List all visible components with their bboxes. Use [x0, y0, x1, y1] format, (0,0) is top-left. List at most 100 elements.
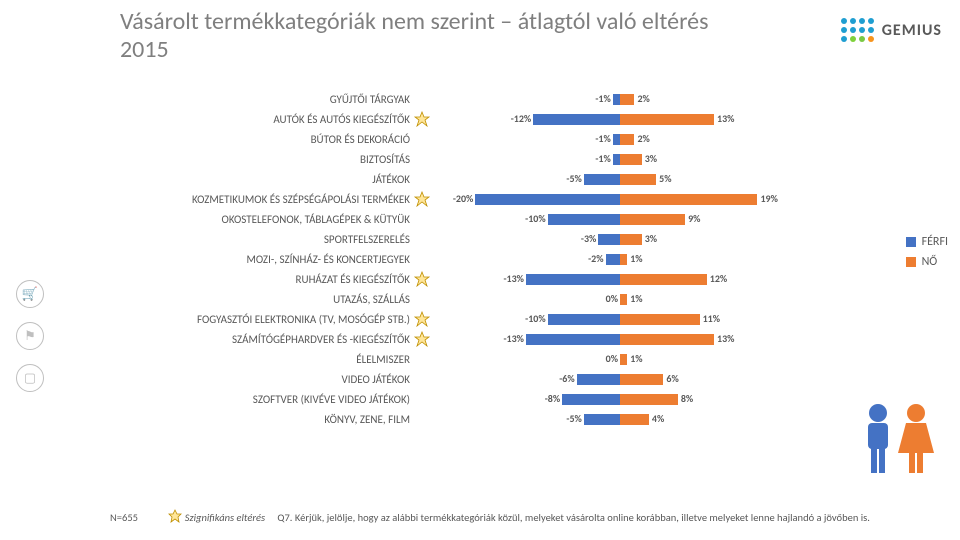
value-label-female: 11% — [703, 312, 720, 325]
value-label-male: -13% — [503, 332, 524, 345]
bar-zone: -13% 13% — [440, 330, 780, 350]
sample-size: N=655 — [110, 511, 138, 524]
bar-female — [620, 114, 714, 125]
left-icon-rail: 🛒 ⚑ ▢ — [16, 280, 44, 392]
logo-dots — [841, 18, 874, 42]
category-label: OKOSTELEFONOK, TÁBLAGÉPEK & KÜTYÜK — [110, 213, 410, 226]
bar-female — [620, 414, 649, 425]
category-label: RUHÁZAT ÉS KIEGÉSZÍTŐK — [110, 273, 410, 286]
chart-row: GYŰJTŐI TÁRGYAK-1%2% — [110, 90, 870, 110]
bar-female — [620, 334, 714, 345]
bar-female — [620, 394, 678, 405]
star-icon — [168, 509, 182, 523]
category-label: KOZMETIKUMOK ÉS SZÉPSÉGÁPOLÁSI TERMÉKEK — [110, 193, 410, 206]
value-label-female: 3% — [645, 232, 657, 245]
bar-female — [620, 234, 642, 245]
chart-row: SZÁMÍTÓGÉPHARDVER ÉS -KIEGÉSZÍTŐK -13% 13% — [110, 330, 870, 350]
value-label-male: -20% — [453, 192, 474, 205]
bar-male — [606, 254, 620, 265]
cart-icon: 🛒 — [16, 280, 44, 308]
value-label-female: 5% — [659, 172, 671, 185]
value-label-female: 6% — [666, 372, 678, 385]
value-label-female: 8% — [681, 392, 693, 405]
slide-title: Vásárolt termékkategóriák nem szerint – … — [120, 8, 708, 63]
bar-female — [620, 134, 634, 145]
value-label-female: 13% — [717, 332, 734, 345]
chart-row: AUTÓK ÉS AUTÓS KIEGÉSZÍTŐK -12%13% — [110, 110, 870, 130]
people-silhouette-icon — [854, 401, 942, 484]
bar-male — [526, 274, 620, 285]
value-label-male: -3% — [581, 232, 596, 245]
bar-female — [620, 354, 627, 365]
category-label: AUTÓK ÉS AUTÓS KIEGÉSZÍTŐK — [110, 113, 410, 126]
legend-male: FÉRFI — [906, 235, 948, 249]
bar-male — [526, 334, 620, 345]
bar-male — [613, 94, 620, 105]
bar-male — [475, 194, 620, 205]
category-label: UTAZÁS, SZÁLLÁS — [110, 293, 410, 306]
bar-male — [548, 314, 620, 325]
value-label-female: 3% — [645, 152, 657, 165]
bar-female — [620, 374, 663, 385]
chart-row: BÚTOR ÉS DEKORÁCIÓ-1%2% — [110, 130, 870, 150]
category-label: SZÁMÍTÓGÉPHARDVER ÉS -KIEGÉSZÍTŐK — [110, 333, 410, 346]
chart-row: KÖNYV, ZENE, FILM -5% 4% — [110, 410, 870, 430]
bar-zone: -1% 2% — [440, 130, 780, 150]
significance-star-icon — [414, 311, 430, 327]
chart-row: KOZMETIKUMOK ÉS SZÉPSÉGÁPOLÁSI TERMÉKEK -… — [110, 190, 870, 210]
value-label-male: -8% — [545, 392, 560, 405]
logo-text: GEMIUS — [882, 21, 942, 40]
category-label: GYŰJTŐI TÁRGYAK — [110, 93, 410, 106]
value-label-female: 1% — [630, 292, 642, 305]
bar-male — [533, 114, 620, 125]
bar-female — [620, 294, 627, 305]
legend-label-male: FÉRFI — [922, 235, 948, 249]
bar-male — [577, 374, 620, 385]
value-label-male: -5% — [566, 412, 581, 425]
value-label-male: -1% — [595, 152, 610, 165]
bar-male — [548, 214, 620, 225]
legend-label-female: NŐ — [922, 255, 938, 269]
bar-zone: -1% 3% — [440, 150, 780, 170]
value-label-male: -5% — [566, 172, 581, 185]
value-label-male: 0% — [606, 352, 618, 365]
chart-row: BIZTOSÍTÁS-1%3% — [110, 150, 870, 170]
mobile-icon: ▢ — [16, 364, 44, 392]
legend-swatch-female — [906, 257, 916, 267]
value-label-male: -6% — [559, 372, 574, 385]
bar-zone: 0%1% — [440, 290, 780, 310]
bar-zone: -10% 9% — [440, 210, 780, 230]
value-label-male: -10% — [525, 212, 546, 225]
bar-zone: -2%1% — [440, 250, 780, 270]
bar-zone: -8% 8% — [440, 390, 780, 410]
bar-male — [584, 414, 620, 425]
chart-row: MOZI-, SZÍNHÁZ- ÉS KONCERTJEGYEK -2%1% — [110, 250, 870, 270]
bar-female — [620, 214, 685, 225]
significance-star-icon — [414, 271, 430, 287]
value-label-male: -10% — [525, 312, 546, 325]
value-label-female: 19% — [760, 192, 777, 205]
chart-row: OKOSTELEFONOK, TÁBLAGÉPEK & KÜTYÜK -10% 9% — [110, 210, 870, 230]
significance-star-icon — [414, 111, 430, 127]
bar-zone: -10% 11% — [440, 310, 780, 330]
bar-zone: -5% 5% — [440, 170, 780, 190]
value-label-male: -1% — [595, 132, 610, 145]
bar-male — [598, 234, 620, 245]
category-label: KÖNYV, ZENE, FILM — [110, 413, 410, 426]
value-label-female: 1% — [630, 252, 642, 265]
category-label: MOZI-, SZÍNHÁZ- ÉS KONCERTJEGYEK — [110, 253, 410, 266]
bar-zone: -12%13% — [440, 110, 780, 130]
category-label: FOGYASZTÓI ELEKTRONIKA (TV, MOSÓGÉP STB.… — [110, 313, 410, 326]
bar-zone: -6% 6% — [440, 370, 780, 390]
bar-female — [620, 194, 757, 205]
value-label-female: 4% — [652, 412, 664, 425]
category-label: SZOFTVER (KIVÉVE VIDEO JÁTÉKOK) — [110, 393, 410, 406]
legend-female: NŐ — [906, 255, 948, 269]
chart-row: UTAZÁS, SZÁLLÁS 0%1% — [110, 290, 870, 310]
bar-female — [620, 174, 656, 185]
value-label-female: 2% — [637, 132, 649, 145]
chart-row: SPORTFELSZERELÉS-3%3% — [110, 230, 870, 250]
value-label-female: 13% — [717, 112, 734, 125]
title-line2: 2015 — [120, 35, 169, 64]
value-label-female: 9% — [688, 212, 700, 225]
